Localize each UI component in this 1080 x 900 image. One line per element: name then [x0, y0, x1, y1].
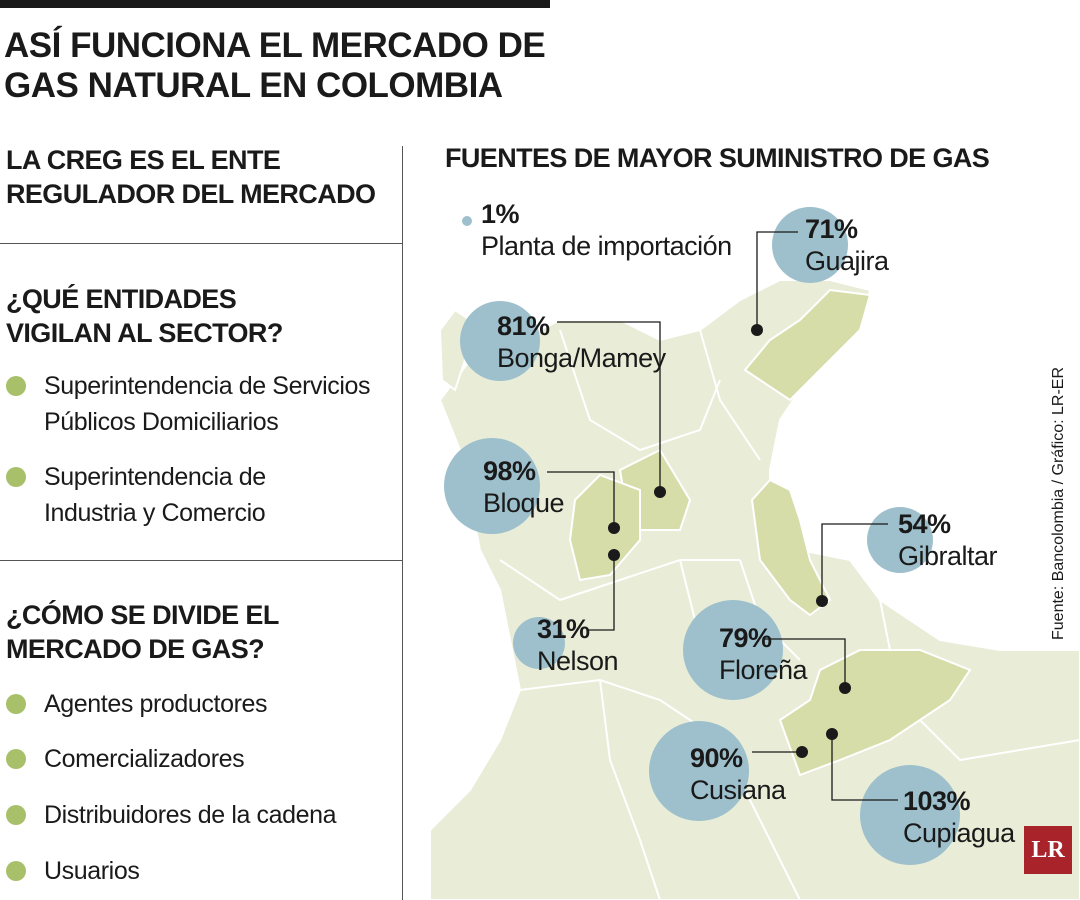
market-heading: ¿CÓMO SE DIVIDE EL MERCADO DE GAS?: [6, 600, 279, 664]
list-item: Comercializadores: [6, 741, 245, 777]
list-item: Usuarios: [6, 853, 140, 889]
bubble-cupiagua: [860, 765, 960, 865]
bullet-icon: [6, 376, 26, 396]
bullet-icon: [6, 467, 26, 487]
bullet-icon: [6, 749, 26, 769]
producing-regions: [568, 288, 972, 777]
region-guajira: [743, 288, 872, 402]
bubble-nelson: [513, 617, 565, 669]
label-cupiagua: 103% Cupiagua: [903, 786, 1015, 848]
bubble-planta: [462, 216, 472, 226]
page-title: ASÍ FUNCIONA EL MERCADO DE GAS NATURAL E…: [4, 26, 546, 105]
point-bonga: [654, 486, 666, 498]
point-gibraltar: [816, 595, 828, 607]
divider: [0, 243, 402, 244]
bubble-guajira: [772, 207, 848, 283]
region-cordoba: [568, 473, 641, 582]
leader-lines: [547, 231, 898, 801]
label-guajira: 71% Guajira: [805, 214, 889, 276]
label-bloque: 98% Bloque: [483, 456, 565, 518]
label-bonga: 81% Bonga/Mamey: [497, 311, 666, 373]
label-gibraltar: 54% Gibraltar: [898, 509, 998, 571]
column-divider: [402, 146, 403, 900]
list-item: Superintendencia de Industria y Comercio: [6, 459, 266, 531]
point-bloque: [608, 522, 620, 534]
bubbles: [444, 207, 960, 865]
region-casanare: [778, 649, 972, 777]
label-nelson: 31% Nelson: [537, 614, 619, 676]
point-cusiana: [796, 746, 808, 758]
bullet-icon: [6, 805, 26, 825]
watchers-heading: ¿QUÉ ENTIDADES VIGILAN AL SECTOR?: [6, 284, 283, 348]
list-item: Superintendencia de Servicios Públicos Do…: [6, 368, 371, 440]
point-guajira: [751, 324, 763, 336]
bullet-icon: [6, 861, 26, 881]
label-cusiana: 90% Cusiana: [690, 743, 786, 805]
top-rule: [0, 0, 550, 8]
source-points: [608, 324, 851, 758]
bubble-florena: [683, 600, 783, 700]
source-note: Fuente: Bancolombia / Gráfico: LR-ER: [1050, 366, 1067, 640]
label-florena: 79% Floreña: [719, 623, 808, 685]
lr-logo: LR: [1024, 826, 1072, 874]
list-item: Distribuidores de la cadena: [6, 797, 337, 833]
bubble-cusiana: [649, 721, 749, 821]
map-heading: FUENTES DE MAYOR SUMINISTRO DE GAS: [445, 143, 990, 173]
bullet-icon: [6, 694, 26, 714]
list-item: Agentes productores: [6, 686, 268, 722]
point-cupiagua: [826, 728, 838, 740]
bubble-bloque: [444, 438, 540, 534]
regulator-heading: LA CREG ES EL ENTE REGULADOR DEL MERCADO: [6, 145, 376, 209]
region-cesar: [750, 478, 832, 617]
point-nelson: [608, 549, 620, 561]
point-florena: [839, 682, 851, 694]
label-planta: 1% Planta de importación: [481, 199, 732, 261]
divider: [0, 560, 402, 561]
bubble-bonga: [460, 301, 540, 381]
